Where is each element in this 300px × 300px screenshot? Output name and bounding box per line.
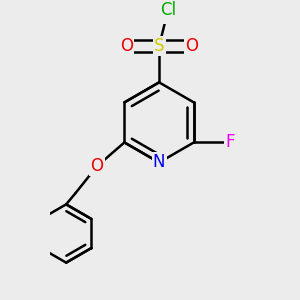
Text: S: S [154, 37, 164, 55]
Text: Cl: Cl [160, 1, 176, 19]
Text: O: O [120, 37, 133, 55]
Text: O: O [91, 157, 103, 175]
Text: O: O [185, 37, 198, 55]
Text: N: N [153, 154, 165, 172]
Text: F: F [226, 134, 235, 152]
